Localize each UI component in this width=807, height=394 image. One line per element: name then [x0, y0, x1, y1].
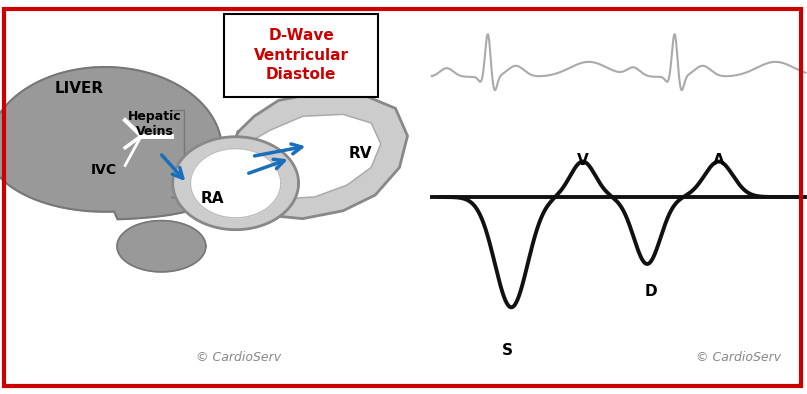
Polygon shape: [171, 110, 184, 197]
Text: A: A: [713, 154, 725, 169]
Polygon shape: [242, 114, 381, 199]
Polygon shape: [190, 149, 281, 218]
Text: © CardioServ: © CardioServ: [195, 351, 281, 364]
Text: D: D: [645, 284, 658, 299]
Text: RA: RA: [200, 191, 224, 206]
FancyBboxPatch shape: [224, 14, 378, 97]
Polygon shape: [173, 137, 299, 230]
Text: LIVER: LIVER: [55, 81, 104, 96]
Text: V: V: [577, 154, 588, 169]
Polygon shape: [117, 221, 206, 272]
Polygon shape: [0, 67, 222, 219]
Text: IVC: IVC: [90, 163, 116, 177]
Text: D-Wave
Ventricular
Diastole: D-Wave Ventricular Diastole: [253, 28, 349, 82]
Text: S: S: [502, 343, 512, 358]
Text: RV: RV: [349, 146, 372, 161]
Polygon shape: [226, 93, 408, 219]
Text: Hepatic
Veins: Hepatic Veins: [128, 110, 182, 138]
Text: © CardioServ: © CardioServ: [696, 351, 781, 364]
